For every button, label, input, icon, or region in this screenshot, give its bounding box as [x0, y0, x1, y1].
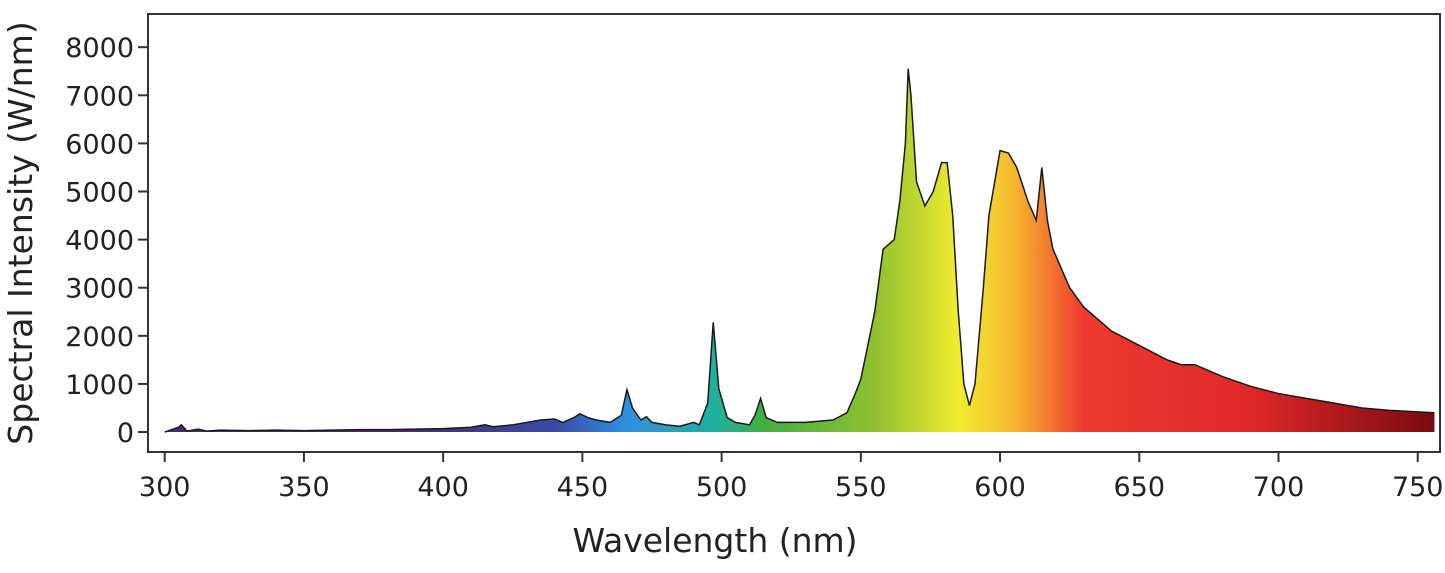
x-tick-label: 500 — [696, 472, 748, 503]
x-tick-label: 750 — [1392, 472, 1444, 503]
y-tick-label: 4000 — [65, 226, 134, 257]
y-tick-label: 7000 — [65, 81, 134, 112]
y-tick-label: 6000 — [65, 129, 134, 160]
y-tick-label: 5000 — [65, 178, 134, 209]
x-tick-label: 700 — [1253, 472, 1305, 503]
x-tick-label: 400 — [417, 472, 469, 503]
x-tick-label: 550 — [835, 472, 887, 503]
x-axis-title: Wavelength (nm) — [572, 521, 857, 560]
y-tick-label: 3000 — [65, 274, 134, 305]
y-tick-label: 1000 — [65, 370, 134, 401]
y-axis-title: Spectral Intensity (W/nm) — [1, 21, 40, 444]
x-tick-label: 450 — [557, 472, 609, 503]
plot-frame — [147, 13, 1441, 453]
spectrum-line — [164, 68, 1435, 433]
x-tick-label: 650 — [1114, 472, 1166, 503]
x-tick-label: 600 — [974, 472, 1026, 503]
y-tick-label: 2000 — [65, 322, 134, 353]
y-tick-label: 8000 — [65, 33, 134, 64]
x-tick-label: 300 — [139, 472, 191, 503]
x-tick-label: 350 — [278, 472, 330, 503]
y-tick-label: 0 — [117, 418, 134, 449]
spectrum-area — [164, 68, 1435, 433]
